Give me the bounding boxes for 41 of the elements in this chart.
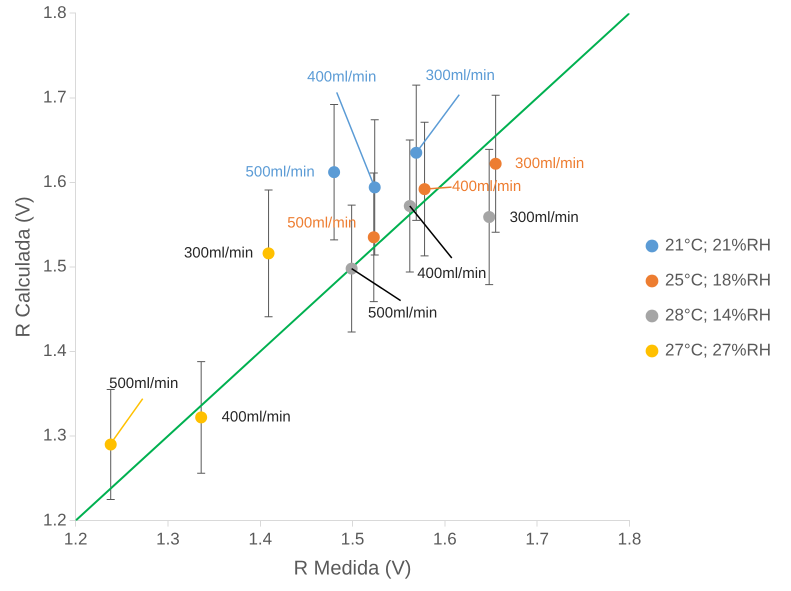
point	[490, 158, 502, 170]
point	[418, 183, 431, 196]
y-tick-label: 1.2	[42, 510, 67, 530]
y-tick-label: 1.4	[42, 341, 67, 360]
annotation: 500ml/min	[246, 163, 315, 180]
y-tick-label: 1.3	[42, 426, 67, 445]
x-tick-label: 1.6	[433, 529, 457, 548]
point	[195, 411, 208, 424]
x-axis-title: R Medida (V)	[294, 558, 412, 580]
x-tick-label: 1.5	[340, 529, 364, 548]
annotation: 300ml/min	[184, 244, 254, 262]
annotation: 300ml/min	[515, 154, 584, 172]
point	[328, 166, 340, 178]
y-tick-label: 1.6	[42, 172, 67, 192]
y-tick-label: 1.5	[42, 256, 67, 276]
point	[368, 181, 381, 194]
point	[483, 211, 496, 224]
annotation: 400ml/min	[222, 408, 291, 426]
x-tick-label: 1.2	[64, 529, 88, 548]
point	[346, 262, 358, 275]
point	[262, 247, 275, 260]
y-tick-label: 1.7	[42, 87, 67, 106]
point	[404, 200, 416, 212]
legend-label: 27°C; 27%RH	[664, 340, 772, 360]
annotation: 500ml/min	[368, 304, 438, 322]
x-tick-label: 1.8	[618, 529, 642, 548]
legend-label: 21°C; 21%RH	[664, 236, 772, 255]
annotation: 400ml/min	[307, 68, 376, 86]
annotation: 500ml/min	[109, 374, 178, 392]
annotation: 400ml/min	[417, 265, 486, 282]
x-tick-label: 1.7	[525, 529, 549, 548]
legend-label: 28°C; 14%RH	[664, 306, 772, 325]
y-tick-label: 1.8	[42, 2, 67, 22]
x-tick-label: 1.4	[248, 529, 272, 548]
legend-label: 25°C; 18%RH	[664, 270, 772, 290]
annotation: 300ml/min	[510, 209, 579, 226]
point	[368, 231, 380, 244]
y-axis-title: R Calculada (V)	[12, 196, 35, 338]
point	[104, 438, 117, 450]
x-tick-label: 1.3	[156, 529, 180, 548]
annotation: 300ml/min	[426, 66, 495, 84]
